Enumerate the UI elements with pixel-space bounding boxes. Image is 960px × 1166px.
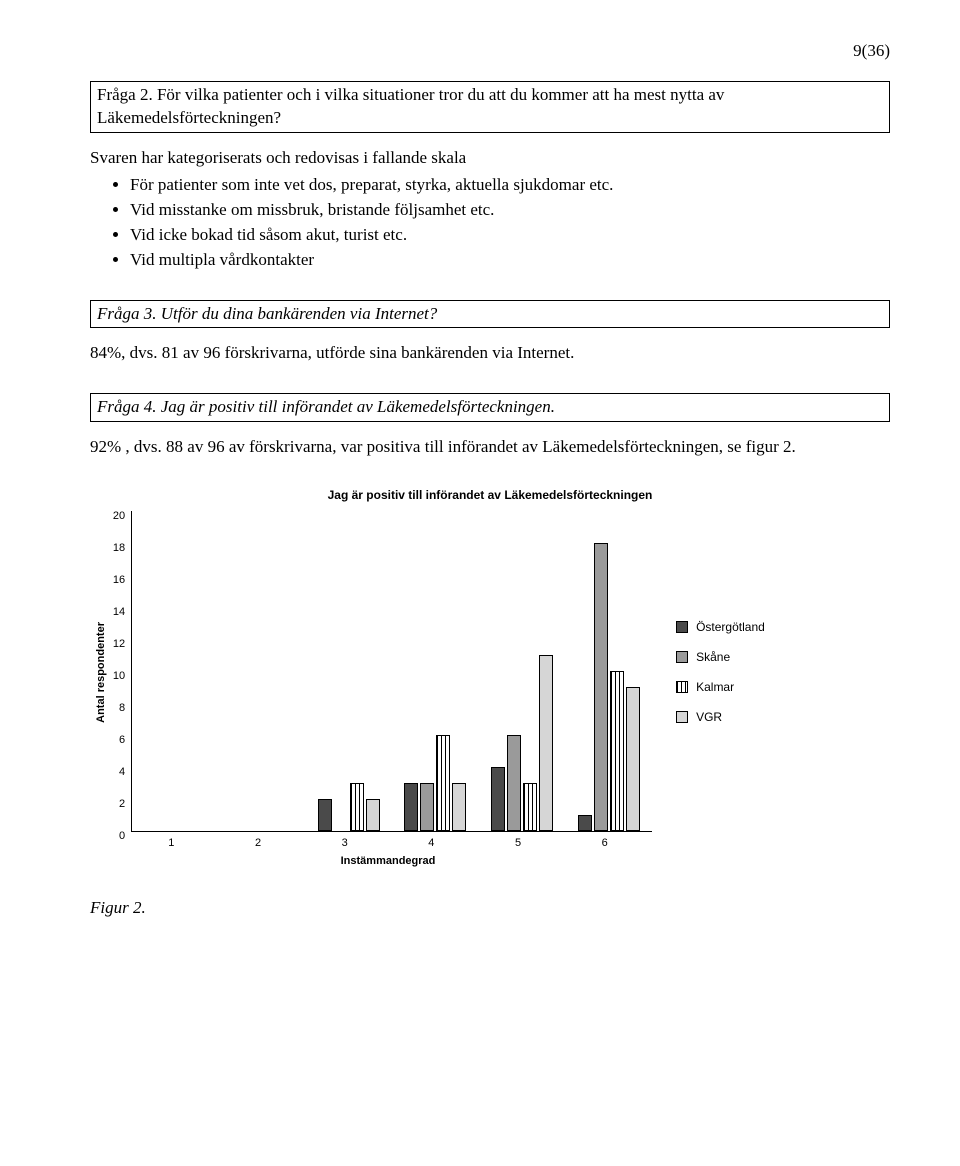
question-3-box: Fråga 3. Utför du dina bankärenden via I…	[90, 300, 890, 329]
question-3-answer: 84%, dvs. 81 av 96 förskrivarna, utförde…	[90, 342, 890, 365]
question-2-bullets: För patienter som inte vet dos, preparat…	[130, 174, 890, 272]
chart-title: Jag är positiv till införandet av Läkeme…	[90, 487, 890, 503]
chart-bar	[523, 783, 537, 831]
bullet-item: Vid icke bokad tid såsom akut, turist et…	[130, 224, 890, 247]
chart-legend: Östergötland Skåne Kalmar VGR	[676, 605, 765, 740]
chart-x-label: Instämmandegrad	[128, 854, 648, 869]
chart-legend-item: Östergötland	[676, 619, 765, 635]
chart-bar	[539, 655, 553, 831]
bullet-item: För patienter som inte vet dos, preparat…	[130, 174, 890, 197]
chart-x-tick: 1	[168, 836, 174, 851]
chart-bar-group	[578, 543, 640, 831]
chart-bar	[318, 799, 332, 831]
page-number: 9(36)	[90, 40, 890, 63]
chart-bar	[436, 735, 450, 831]
chart-plot-area	[131, 511, 652, 832]
chart-x-tick: 3	[342, 836, 348, 851]
chart-legend-item: VGR	[676, 709, 765, 725]
bullet-item: Vid misstanke om missbruk, bristande föl…	[130, 199, 890, 222]
chart-bar-group	[404, 735, 466, 831]
bullet-item: Vid multipla vårdkontakter	[130, 249, 890, 272]
chart-bar	[626, 687, 640, 831]
bar-chart: Jag är positiv till införandet av Läkeme…	[90, 487, 890, 869]
chart-bar-group	[318, 783, 380, 831]
chart-bar-group	[491, 655, 553, 831]
legend-label: Kalmar	[696, 679, 734, 695]
chart-bar	[594, 543, 608, 831]
question-2-intro: Svaren har kategoriserats och redovisas …	[90, 147, 890, 170]
legend-label: Östergötland	[696, 619, 765, 635]
chart-x-tick: 6	[602, 836, 608, 851]
chart-bar	[366, 799, 380, 831]
legend-swatch-icon	[676, 681, 688, 693]
chart-bar	[420, 783, 434, 831]
chart-y-axis: 02468101214161820	[113, 511, 131, 831]
chart-x-tick: 2	[255, 836, 261, 851]
legend-swatch-icon	[676, 621, 688, 633]
question-4-box: Fråga 4. Jag är positiv till införandet …	[90, 393, 890, 422]
chart-bar	[404, 783, 418, 831]
chart-legend-item: Kalmar	[676, 679, 765, 695]
chart-x-tick: 5	[515, 836, 521, 851]
legend-swatch-icon	[676, 651, 688, 663]
question-3-text: Fråga 3. Utför du dina bankärenden via I…	[97, 304, 437, 323]
legend-label: VGR	[696, 709, 722, 725]
chart-bar	[350, 783, 364, 831]
legend-label: Skåne	[696, 649, 730, 665]
chart-bar	[452, 783, 466, 831]
legend-swatch-icon	[676, 711, 688, 723]
chart-bar	[491, 767, 505, 831]
question-4-answer: 92% , dvs. 88 av 96 av förskrivarna, var…	[90, 436, 890, 459]
question-4-text: Fråga 4. Jag är positiv till införandet …	[97, 397, 555, 416]
chart-bar	[578, 815, 592, 831]
question-2-box: Fråga 2. För vilka patienter och i vilka…	[90, 81, 890, 133]
chart-y-label: Antal respondenter	[90, 622, 113, 723]
chart-bar	[507, 735, 521, 831]
question-2-text: Fråga 2. För vilka patienter och i vilka…	[97, 85, 724, 127]
chart-x-tick: 4	[428, 836, 434, 851]
chart-bar	[610, 671, 624, 831]
chart-legend-item: Skåne	[676, 649, 765, 665]
figure-caption: Figur 2.	[90, 897, 890, 920]
